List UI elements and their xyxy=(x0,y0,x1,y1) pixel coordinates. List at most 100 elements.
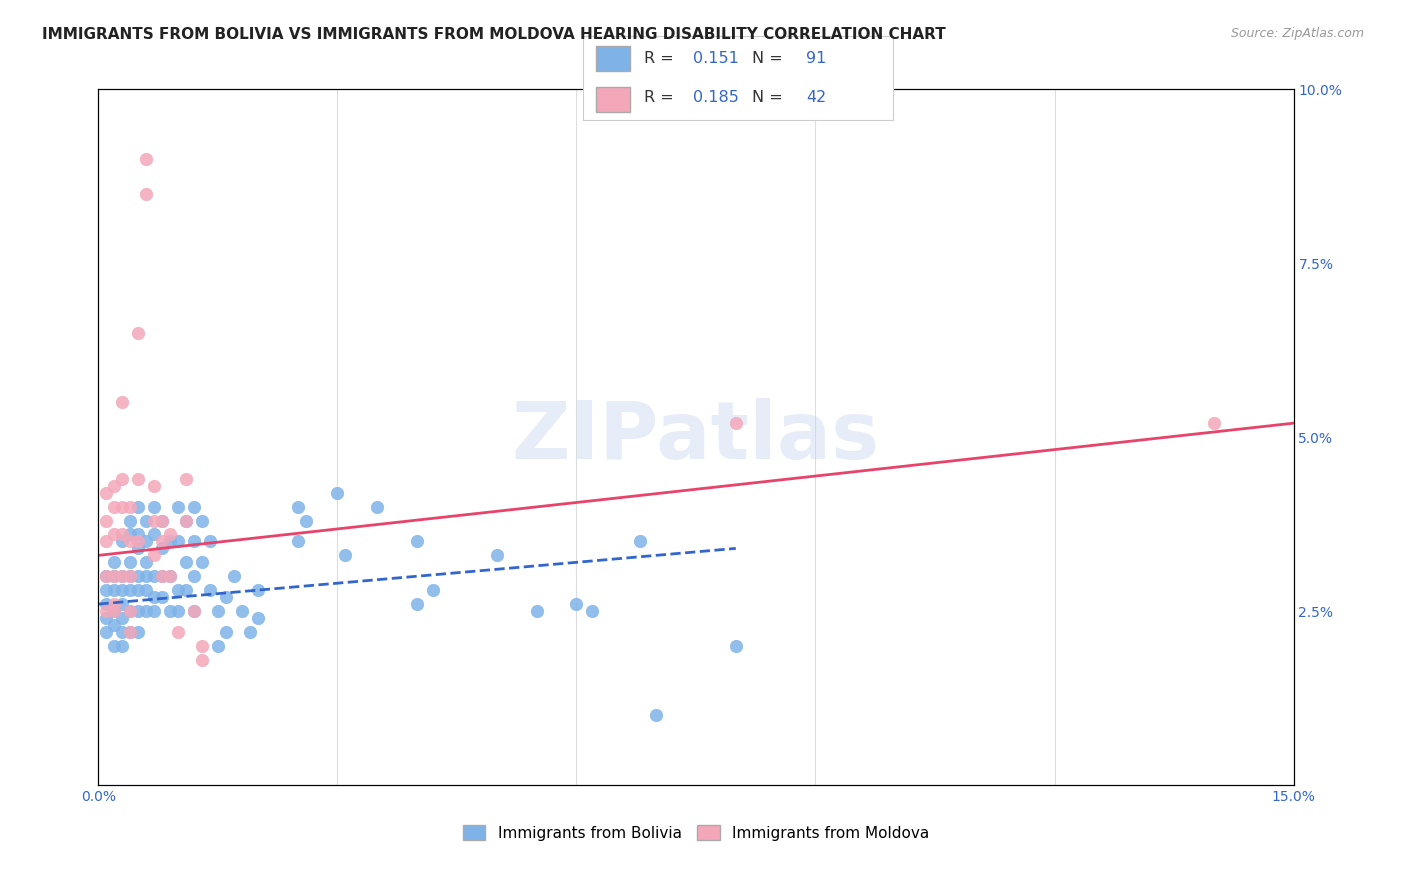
Point xyxy=(96,534,118,549)
Point xyxy=(406,597,429,611)
Point xyxy=(135,583,157,598)
Point xyxy=(127,569,149,583)
Point xyxy=(135,604,157,618)
Point xyxy=(335,549,357,563)
Point xyxy=(103,569,125,583)
Text: Source: ZipAtlas.com: Source: ZipAtlas.com xyxy=(1230,27,1364,40)
Text: N =: N = xyxy=(752,51,787,66)
Point xyxy=(191,555,214,569)
Point xyxy=(120,500,142,514)
Point xyxy=(326,485,349,500)
Point xyxy=(215,590,238,604)
Point xyxy=(366,500,388,514)
Point xyxy=(120,624,142,639)
Point xyxy=(135,152,157,166)
Point xyxy=(127,500,149,514)
Point xyxy=(127,541,149,556)
Point xyxy=(111,569,134,583)
Point xyxy=(96,611,118,625)
Point xyxy=(183,500,205,514)
Point xyxy=(111,583,134,598)
Point xyxy=(103,555,125,569)
Point xyxy=(96,597,118,611)
Point xyxy=(159,534,181,549)
Point xyxy=(135,514,157,528)
Point xyxy=(120,604,142,618)
Point xyxy=(485,549,508,563)
Point xyxy=(1202,416,1225,430)
Point xyxy=(143,590,166,604)
Text: 0.151: 0.151 xyxy=(693,51,740,66)
Point xyxy=(150,514,173,528)
Point xyxy=(167,624,190,639)
Point xyxy=(103,597,125,611)
Point xyxy=(120,569,142,583)
Point xyxy=(111,500,134,514)
Point xyxy=(150,569,173,583)
Point xyxy=(111,395,134,409)
Point xyxy=(174,514,197,528)
Point xyxy=(111,527,134,541)
Point xyxy=(143,514,166,528)
Point xyxy=(127,472,149,486)
Point xyxy=(143,604,166,618)
Point xyxy=(135,186,157,201)
Point xyxy=(174,555,197,569)
Text: 42: 42 xyxy=(806,90,827,105)
Point xyxy=(96,569,118,583)
Point xyxy=(96,583,118,598)
Point xyxy=(167,534,190,549)
Point xyxy=(167,604,190,618)
Point xyxy=(183,604,205,618)
Point xyxy=(120,624,142,639)
Point xyxy=(191,653,214,667)
Point xyxy=(526,604,548,618)
Point xyxy=(724,639,747,653)
Point xyxy=(127,583,149,598)
Point xyxy=(183,569,205,583)
Point xyxy=(120,583,142,598)
Point xyxy=(174,583,197,598)
Point xyxy=(628,534,651,549)
Point xyxy=(111,569,134,583)
Point xyxy=(150,534,173,549)
Point xyxy=(96,604,118,618)
Point xyxy=(111,597,134,611)
Point xyxy=(103,569,125,583)
Point xyxy=(222,569,245,583)
Text: 91: 91 xyxy=(806,51,827,66)
Point xyxy=(159,569,181,583)
Point xyxy=(96,485,118,500)
Point xyxy=(111,534,134,549)
Point xyxy=(198,583,221,598)
Point xyxy=(159,604,181,618)
Point xyxy=(645,708,668,723)
Text: N =: N = xyxy=(752,90,787,105)
FancyBboxPatch shape xyxy=(596,87,630,112)
Point xyxy=(422,583,444,598)
Point xyxy=(120,604,142,618)
Point xyxy=(183,534,205,549)
Point xyxy=(127,624,149,639)
Point xyxy=(135,555,157,569)
Point xyxy=(143,527,166,541)
Text: R =: R = xyxy=(644,90,679,105)
Point xyxy=(159,527,181,541)
Point xyxy=(724,416,747,430)
Point xyxy=(103,604,125,618)
Point xyxy=(135,534,157,549)
Point xyxy=(287,500,309,514)
Point xyxy=(150,569,173,583)
Point xyxy=(150,514,173,528)
Text: 0.185: 0.185 xyxy=(693,90,740,105)
Point xyxy=(127,326,149,340)
Point xyxy=(143,549,166,563)
Point xyxy=(207,639,229,653)
Legend: Immigrants from Bolivia, Immigrants from Moldova: Immigrants from Bolivia, Immigrants from… xyxy=(457,819,935,847)
Point xyxy=(111,639,134,653)
Point xyxy=(406,534,429,549)
Point xyxy=(120,527,142,541)
Point xyxy=(150,541,173,556)
Point xyxy=(103,618,125,632)
Point xyxy=(191,639,214,653)
